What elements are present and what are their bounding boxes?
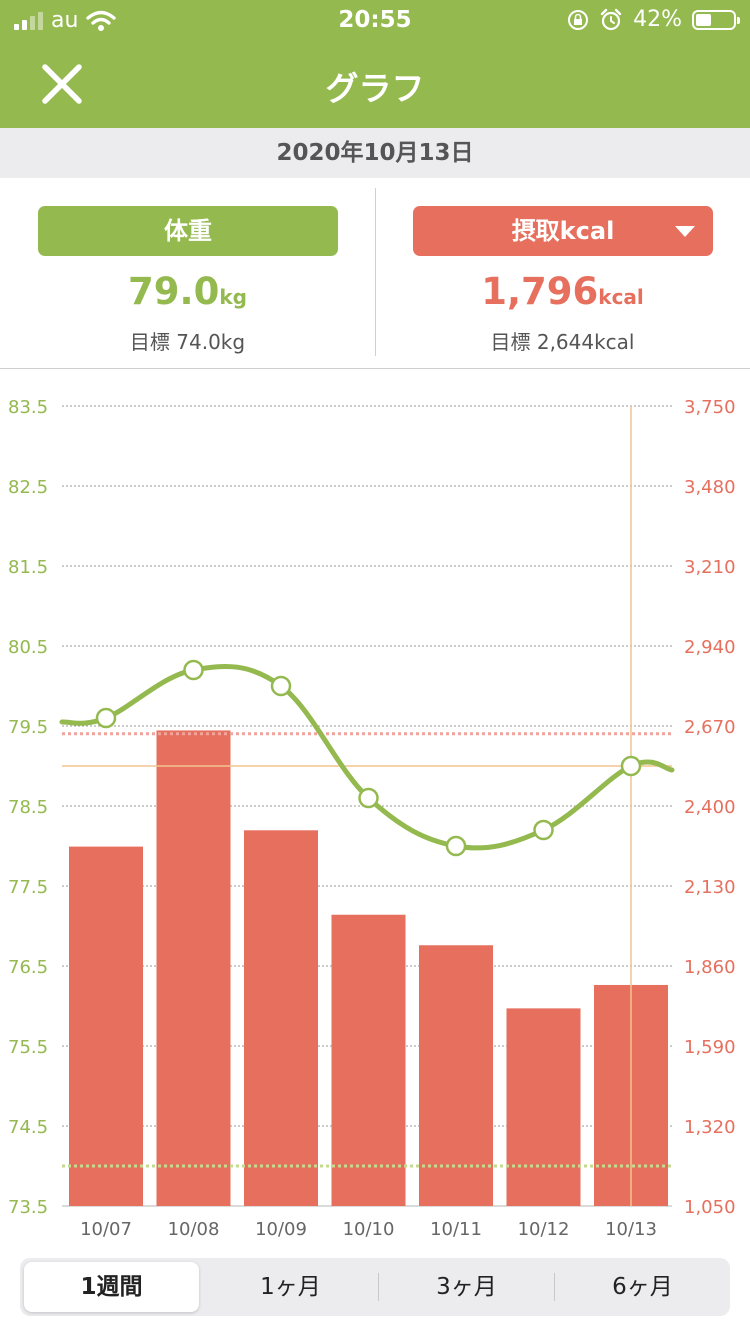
page-title: グラフ [325, 69, 425, 108]
segment-divider [378, 1273, 379, 1301]
status-time: 20:55 [338, 7, 412, 33]
weight-point [620, 755, 642, 777]
summary-panel: 体重 摂取kcal 79.0kg 1,796kcal 目標 74.0kg 目標 … [0, 178, 750, 369]
y-left-tick-label: 83.5 [8, 397, 48, 418]
kcal-bar [331, 914, 406, 1206]
battery-percent: 42% [633, 7, 682, 32]
battery-icon [692, 9, 740, 30]
weight-point [270, 675, 292, 697]
y-left-tick-label: 76.5 [8, 957, 48, 978]
kcal-bar [69, 846, 143, 1206]
weight-point [183, 659, 204, 681]
x-tick-label: 10/08 [168, 1219, 220, 1240]
weight-goal: 目標 74.0kg [129, 330, 246, 354]
chevron-down-icon [675, 226, 695, 237]
y-left-tick-label: 77.5 [8, 877, 48, 898]
y-right-tick-label: 3,480 [684, 477, 736, 498]
wifi-icon [86, 10, 117, 31]
y-right-tick-label: 3,750 [684, 397, 736, 418]
kcal-tab-label: 摂取kcal [511, 217, 615, 245]
x-tick-label: 10/07 [80, 1219, 132, 1240]
weight-kcal-chart[interactable]: 83.5 3,750 82.5 3,480 81.5 3,210 80.5 2,940 79.5… [0, 368, 750, 1248]
weight-tab-label: 体重 [164, 217, 212, 245]
range-1-week[interactable]: 1週間 [24, 1262, 199, 1312]
y-right-tick-label: 2,400 [684, 797, 736, 818]
y-left-tick-label: 79.5 [8, 717, 48, 738]
kcal-number: 1,796 [481, 270, 599, 313]
weight-unit: kg [219, 285, 247, 309]
weight-line [59, 664, 675, 851]
kcal-bar [156, 730, 231, 1206]
weight-point [533, 819, 554, 841]
weight-value: 79.0kg [0, 270, 375, 313]
alarm-icon [600, 8, 622, 30]
y-left-tick-label: 73.5 [8, 1197, 48, 1218]
x-tick-label: 10/10 [343, 1219, 395, 1240]
y-right-tick-label: 2,940 [684, 637, 736, 658]
nav-bar: グラフ [0, 40, 750, 128]
weight-point [358, 787, 379, 809]
kcal-bar [419, 945, 493, 1206]
range-3-months[interactable]: 3ヶ月 [436, 1274, 497, 1300]
y-right-tick-label: 1,860 [684, 957, 736, 978]
signal-icon [14, 11, 43, 30]
x-tick-label: 10/13 [605, 1219, 657, 1240]
date-label: 2020年10月13日 [0, 128, 750, 178]
range-segmented-control: 1週間 1ヶ月 3ヶ月 6ヶ月 [20, 1258, 730, 1316]
range-6-months[interactable]: 6ヶ月 [612, 1274, 673, 1300]
x-tick-label: 10/11 [430, 1219, 482, 1240]
status-left: au [14, 8, 117, 33]
y-right-tick-label: 3,210 [684, 557, 736, 578]
y-left-tick-label: 80.5 [8, 637, 48, 658]
status-right: 42% [567, 7, 740, 32]
weight-point [95, 707, 117, 729]
y-left-tick-label: 82.5 [8, 477, 48, 498]
kcal-bar [506, 1008, 581, 1206]
y-left-tick-label: 78.5 [8, 797, 48, 818]
weight-number: 79.0 [128, 270, 220, 313]
y-right-tick-label: 1,320 [684, 1117, 736, 1138]
y-right-tick-label: 1,590 [684, 1037, 736, 1058]
kcal-unit: kcal [598, 285, 644, 309]
y-right-tick-label: 2,130 [684, 877, 736, 898]
y-left-tick-label: 74.5 [8, 1117, 48, 1138]
x-tick-label: 10/09 [255, 1219, 307, 1240]
status-bar: au 20:55 42% [0, 0, 750, 40]
weight-point [445, 835, 467, 857]
y-left-tick-label: 81.5 [8, 557, 48, 578]
segment-divider [554, 1273, 555, 1301]
kcal-goal: 目標 2,644kcal [490, 330, 635, 354]
kcal-bar [244, 830, 318, 1206]
summary-divider [375, 188, 376, 356]
y-right-tick-label: 1,050 [684, 1197, 736, 1218]
range-1-month[interactable]: 1ヶ月 [260, 1274, 321, 1300]
carrier-label: au [51, 8, 79, 33]
weight-tab-button[interactable]: 体重 [38, 206, 338, 256]
y-right-tick-label: 2,670 [684, 717, 736, 738]
orientation-lock-icon [568, 9, 589, 30]
kcal-dropdown-button[interactable]: 摂取kcal [413, 206, 713, 256]
x-tick-label: 10/12 [518, 1219, 570, 1240]
close-icon[interactable] [36, 58, 88, 110]
y-left-tick-label: 75.5 [8, 1037, 48, 1058]
kcal-value: 1,796kcal [375, 270, 750, 313]
